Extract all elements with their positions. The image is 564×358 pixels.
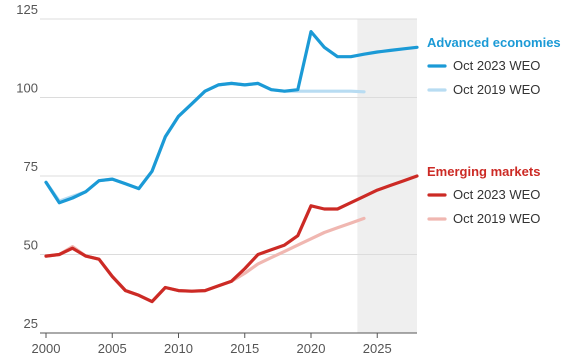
series-line-emerging-oct2023 (44, 174, 419, 304)
legend-group-title: Advanced economies (427, 35, 561, 50)
gridlines (40, 18, 417, 334)
legend-group-title: Emerging markets (427, 164, 540, 179)
y-axis-ticks: 25 50 75 100 125 (16, 2, 38, 331)
legend-entry-label: Oct 2023 WEO (453, 58, 540, 73)
legend-entry-label: Oct 2019 WEO (453, 82, 540, 97)
y-tick-label: 100 (16, 81, 38, 96)
x-tick-label: 2020 (297, 341, 326, 356)
y-tick-label: 125 (16, 2, 38, 17)
x-tick-label: 2000 (32, 341, 61, 356)
y-tick-label: 75 (24, 159, 38, 174)
x-tick-label: 2010 (164, 341, 193, 356)
x-tick-label: 2025 (363, 341, 392, 356)
series-lines (44, 30, 419, 304)
legend: Advanced economies Oct 2023 WEO Oct 2019 W… (427, 35, 561, 226)
legend-entry-label: Oct 2019 WEO (453, 211, 540, 226)
legend-entry-label: Oct 2023 WEO (453, 187, 540, 202)
series-line-advanced-oct2023 (44, 30, 419, 205)
y-tick-label: 50 (24, 238, 38, 253)
x-axis-ticks: 2000 2005 2010 2015 2020 2025 (32, 333, 392, 356)
x-tick-label: 2015 (230, 341, 259, 356)
x-tick-label: 2005 (98, 341, 127, 356)
y-tick-label: 25 (24, 316, 38, 331)
